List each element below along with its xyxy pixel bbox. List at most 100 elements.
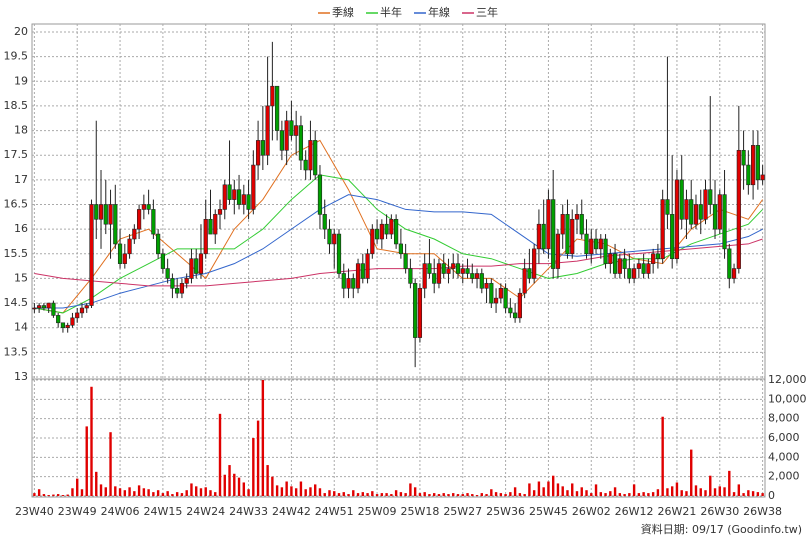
volume-bar: [61, 495, 65, 496]
y2-tick-label: 4,000: [768, 450, 800, 463]
volume-bar: [494, 492, 498, 496]
volume-bar: [561, 486, 564, 496]
candle-body: [746, 164, 751, 186]
volume-bar: [156, 490, 160, 496]
volume-bar: [233, 473, 236, 496]
candle-body: [460, 268, 465, 274]
candle-body: [41, 305, 46, 309]
candle-body: [165, 268, 170, 279]
volume-bar: [175, 492, 179, 496]
volume-bar: [285, 481, 288, 496]
volume-bar: [418, 493, 422, 496]
volume-bar: [475, 495, 479, 496]
candle-body: [141, 204, 146, 210]
candle-body: [279, 130, 284, 151]
volume-bar: [509, 492, 512, 496]
candle-body: [589, 238, 594, 255]
volume-bar: [447, 494, 450, 496]
candle-body: [532, 248, 537, 279]
candle-body: [498, 287, 503, 299]
candle-body: [132, 228, 137, 240]
x-tick-label: 23W40: [15, 505, 54, 518]
candle-body: [560, 214, 565, 235]
candle-body: [213, 214, 218, 235]
volume-bar: [76, 478, 79, 496]
y2-tick-label: 10,000: [768, 392, 807, 405]
candle-body: [446, 268, 451, 274]
candle-body: [717, 194, 722, 230]
candle-body: [336, 233, 342, 274]
volume-bar: [585, 490, 588, 496]
volume-bar: [728, 470, 731, 496]
candle-body: [451, 263, 456, 269]
candle-body: [455, 263, 461, 274]
candle-body: [593, 238, 599, 250]
volume-bar: [275, 485, 279, 496]
candle-body: [651, 253, 656, 264]
candle-body: [136, 209, 142, 230]
volume-bar: [704, 490, 707, 496]
volume-bar: [323, 493, 326, 496]
candle-body: [660, 199, 665, 260]
volume-bar: [452, 493, 455, 496]
candle-body: [670, 214, 675, 260]
candle-body: [570, 218, 575, 255]
candle-body: [698, 204, 703, 220]
volume-bar: [618, 493, 622, 496]
y-tick-label: 15: [14, 271, 28, 284]
candle-body: [46, 302, 51, 309]
candle-body: [522, 268, 527, 294]
volume-bar: [333, 491, 336, 496]
candle-body: [741, 149, 746, 166]
candle-body: [755, 145, 760, 181]
candle-body: [603, 238, 608, 264]
volume-bar: [361, 492, 365, 496]
x-tick-label: 24W06: [101, 505, 140, 518]
x-tick-label: 25W36: [486, 505, 525, 518]
volume-bar: [152, 492, 155, 496]
candle-body: [722, 194, 727, 250]
x-tick-label: 26W21: [658, 505, 697, 518]
volume-bar: [242, 482, 246, 496]
x-tick-label: 23W49: [58, 505, 97, 518]
candle-body: [94, 204, 99, 220]
volume-bar: [575, 491, 579, 496]
candle-body: [536, 223, 542, 250]
candle-body: [298, 125, 304, 161]
volume-bar: [185, 490, 188, 496]
candle-body: [60, 322, 66, 329]
volume-bar: [314, 484, 317, 496]
candle-body: [641, 263, 646, 274]
candle-body: [736, 149, 741, 269]
candle-body: [332, 233, 337, 245]
candle-body: [517, 292, 522, 319]
volume-bar: [195, 486, 198, 496]
candle-body: [317, 174, 323, 215]
candle-body: [712, 204, 718, 230]
volume-bar: [456, 494, 460, 496]
y-tick-label: 19.5: [4, 50, 29, 63]
volume-bar: [504, 494, 507, 496]
volume-bar: [247, 489, 250, 496]
volume-bar: [356, 493, 360, 496]
candle-body: [146, 204, 151, 210]
volume-bar: [85, 426, 88, 496]
volume-bar: [266, 465, 269, 496]
candle-body: [370, 228, 375, 255]
candle-body: [346, 278, 351, 289]
volume-bar: [442, 493, 445, 496]
y2-tick-label: 12,000: [768, 373, 807, 386]
candle-body: [632, 268, 637, 279]
candle-body: [284, 120, 289, 151]
y-tick-label: 17.5: [4, 148, 29, 161]
volume-bar: [237, 477, 241, 496]
candle-body: [251, 164, 256, 210]
volume-bar: [666, 488, 669, 496]
candle-body: [122, 253, 127, 264]
candle-body: [374, 228, 380, 240]
candle-body: [655, 253, 661, 260]
x-tick-label: 25W27: [443, 505, 482, 518]
candle-body: [413, 283, 418, 338]
